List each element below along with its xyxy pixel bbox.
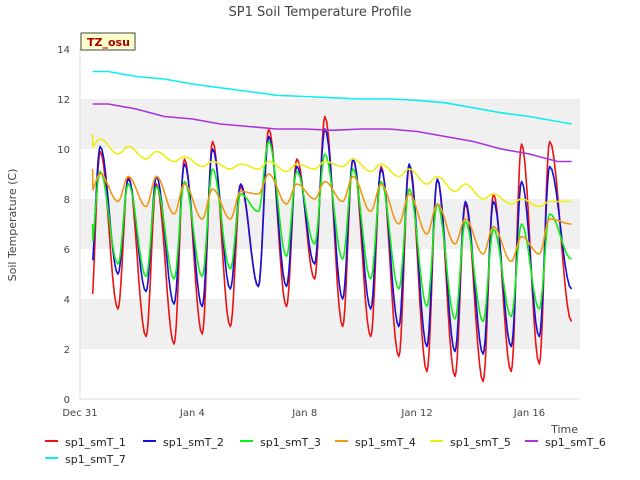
- site-label-box: TZ_osu: [80, 32, 136, 51]
- legend-swatch: [525, 440, 538, 442]
- grid-band: [80, 99, 580, 149]
- legend-item: sp1_smT_7: [45, 453, 126, 466]
- legend-label: sp1_smT_4: [355, 436, 416, 449]
- grid-band: [80, 199, 580, 249]
- y-tick-label: 4: [64, 295, 70, 306]
- legend-swatch: [45, 440, 58, 442]
- y-tick-label: 6: [64, 245, 70, 256]
- x-axis-ticks: Dec 31 Jan 4 Jan 8 Jan 12 Jan 16: [62, 408, 545, 419]
- series-line-sp1_smT_2: [91, 128, 573, 355]
- x-tick-label: Jan 4: [179, 408, 205, 419]
- chart-title: SP1 Soil Temperature Profile: [229, 5, 412, 20]
- legend-label: sp1_smT_5: [450, 436, 511, 449]
- legend-item: sp1_smT_6: [525, 436, 606, 449]
- series-line-sp1_smT_1: [91, 115, 573, 383]
- x-tick-label: Jan 12: [400, 408, 432, 419]
- y-tick-label: 2: [64, 345, 70, 356]
- legend-item: sp1_smT_3: [240, 436, 321, 449]
- legend-label: sp1_smT_1: [65, 436, 126, 449]
- y-tick-label: 8: [64, 195, 70, 206]
- x-tick-label: Jan 8: [291, 408, 317, 419]
- x-tick-label: Jan 16: [513, 408, 545, 419]
- series-line-sp1_smT_7: [92, 70, 572, 125]
- legend-item: sp1_smT_4: [335, 436, 416, 449]
- legend-swatch: [430, 440, 443, 442]
- legend-label: sp1_smT_3: [260, 436, 321, 449]
- legend-swatch: [143, 440, 156, 442]
- legend-swatch: [240, 440, 253, 442]
- series-line-sp1_smT_4: [91, 168, 572, 263]
- legend-label: sp1_smT_6: [545, 436, 606, 449]
- series-layer: [91, 70, 573, 383]
- legend-item: sp1_smT_1: [45, 436, 126, 449]
- grid-bands: [79, 49, 580, 400]
- x-tick-label: Dec 31: [62, 408, 97, 419]
- legend-label: sp1_smT_2: [163, 436, 224, 449]
- legend-item: sp1_smT_2: [143, 436, 224, 449]
- y-axis-label: Soil Temperature (C): [6, 169, 19, 282]
- series-line-sp1_smT_5: [91, 133, 572, 208]
- y-tick-label: 0: [64, 395, 70, 406]
- legend-swatch: [335, 440, 348, 442]
- site-label: TZ_osu: [87, 36, 130, 49]
- y-tick-label: 12: [57, 95, 70, 106]
- legend-swatch: [45, 457, 58, 459]
- y-axis-ticks: 0 2 4 6 8 10 12 14: [57, 45, 70, 406]
- series-line-sp1_smT_6: [92, 103, 572, 163]
- legend-item: sp1_smT_5: [430, 436, 511, 449]
- x-axis-label: Time: [550, 423, 578, 436]
- legend-label: sp1_smT_7: [65, 453, 126, 466]
- y-tick-label: 14: [57, 45, 70, 56]
- series-line-sp1_smT_3: [91, 140, 572, 323]
- grid-band: [80, 299, 580, 349]
- y-tick-label: 10: [57, 145, 70, 156]
